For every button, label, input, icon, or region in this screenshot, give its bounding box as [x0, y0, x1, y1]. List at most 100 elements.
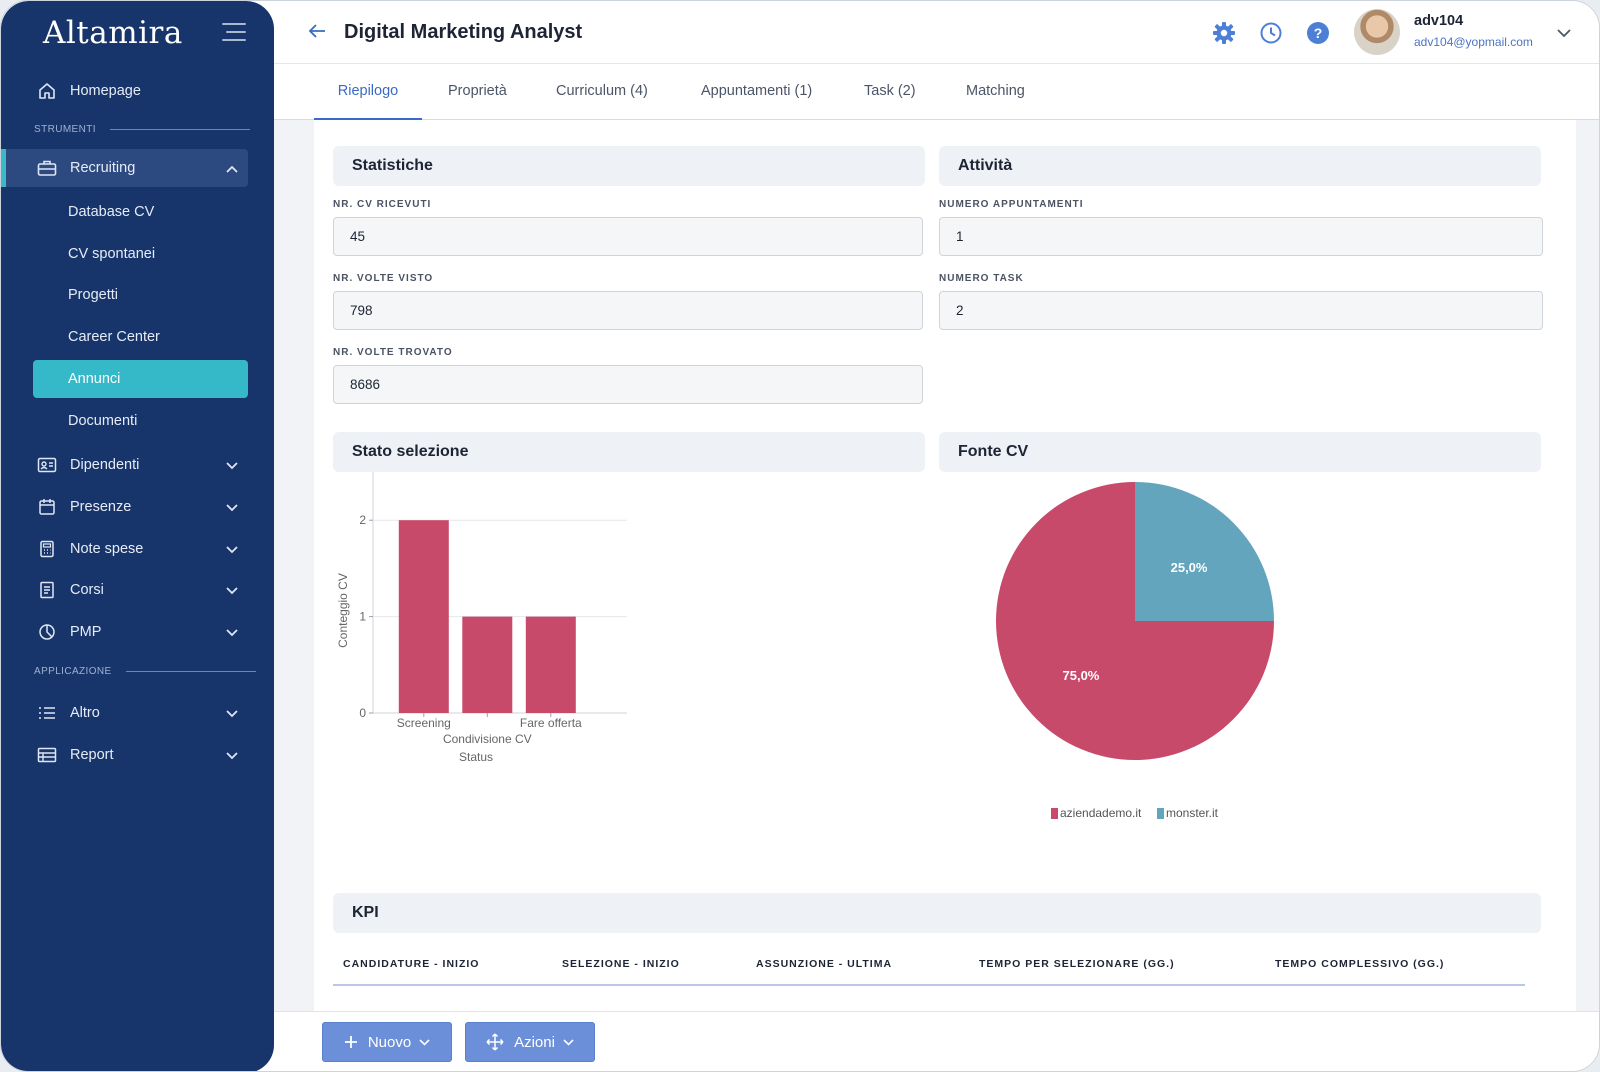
field-label-cv-ricevuti: NR. CV RICEVUTI [333, 199, 432, 210]
table-icon [37, 745, 57, 765]
sidebar-item-homepage[interactable]: Homepage [33, 72, 248, 110]
home-icon [37, 81, 57, 101]
sidebar-item-altro[interactable]: Altro [33, 694, 248, 732]
sidebar-item-label: Note spese [70, 541, 144, 557]
user-name[interactable]: adv104 [1414, 13, 1464, 29]
sidebar-item-annunci[interactable]: Annunci [33, 360, 248, 398]
legend-label: monster.it [1166, 806, 1219, 820]
tab-proprieta[interactable]: Proprietà [448, 83, 507, 99]
numero-appuntamenti-field[interactable]: 1 [939, 217, 1543, 256]
section-title-fonte-cv: Fonte CV [939, 432, 1541, 472]
chevron-down-icon [226, 748, 238, 764]
menu-toggle-icon[interactable] [222, 23, 246, 43]
sidebar-item-note-spese[interactable]: Note spese [33, 530, 248, 568]
id-card-icon [37, 455, 57, 475]
bar [462, 616, 513, 713]
app-logo[interactable]: Altamira [43, 15, 183, 51]
x-tick-label: Fare offerta [520, 716, 582, 730]
field-label-numero-appuntamenti: NUMERO APPUNTAMENTI [939, 199, 1084, 210]
book-icon [37, 580, 57, 600]
section-title-statistiche: Statistiche [333, 146, 925, 186]
pie-chart-icon [37, 622, 57, 642]
move-arrows-icon [486, 1033, 504, 1051]
calculator-icon [37, 539, 57, 559]
pie-data-label: 75,0% [1063, 668, 1100, 683]
clock-history-icon[interactable] [1258, 20, 1284, 46]
chevron-up-icon [226, 161, 238, 177]
bar [398, 520, 449, 713]
actions-button-label: Azioni [514, 1033, 555, 1051]
field-label-numero-task: NUMERO TASK [939, 273, 1024, 284]
legend-label: aziendademo.it [1060, 806, 1142, 820]
sidebar-item-presenze[interactable]: Presenze [33, 488, 248, 526]
chevron-down-icon [226, 542, 238, 558]
settings-gear-icon[interactable] [1211, 20, 1237, 46]
sidebar-item-label: Homepage [70, 83, 141, 99]
sidebar-item-database-cv[interactable]: Database CV [68, 204, 155, 220]
x-tick-label: Condivisione CV [443, 732, 532, 746]
y-tick-label: 0 [359, 706, 366, 720]
main-content: Statistiche Attività NR. CV RICEVUTI 45 … [274, 120, 1599, 1020]
sidebar-item-pmp[interactable]: PMP [33, 613, 248, 651]
chevron-down-icon [563, 1038, 574, 1046]
briefcase-icon [37, 158, 57, 178]
tab-appuntamenti[interactable]: Appuntamenti (1) [701, 83, 813, 99]
tab-matching[interactable]: Matching [966, 83, 1025, 99]
calendar-icon [37, 497, 57, 517]
tab-task[interactable]: Task (2) [864, 83, 916, 99]
sidebar-item-label: Altro [70, 705, 100, 721]
chevron-down-icon [226, 500, 238, 516]
section-title-stato-selezione: Stato selezione [333, 432, 925, 472]
sidebar-item-label: Presenze [70, 499, 132, 515]
sidebar-item-recruiting[interactable]: Recruiting [1, 149, 248, 187]
kpi-column-header: SELEZIONE - INIZIO [562, 958, 680, 970]
sidebar-item-corsi[interactable]: Corsi [33, 571, 248, 609]
cv-ricevuti-field[interactable]: 45 [333, 217, 923, 256]
fonte-cv-pie-chart: 25,0% 75,0% aziendademo.it monster.it [996, 482, 1274, 820]
plus-icon [344, 1035, 358, 1049]
section-label-app: APPLICAZIONE [34, 666, 256, 677]
back-arrow-icon[interactable] [308, 23, 326, 44]
y-axis-title: Conteggio CV [336, 573, 350, 648]
volte-visto-field[interactable]: 798 [333, 291, 923, 330]
new-button[interactable]: Nuovo [322, 1022, 452, 1062]
sidebar-item-report[interactable]: Report [33, 736, 248, 774]
chevron-down-icon [419, 1038, 430, 1046]
x-axis-title: Status [459, 750, 493, 764]
help-icon[interactable]: ? [1305, 20, 1331, 46]
sidebar-item-cv-spontanei[interactable]: CV spontanei [68, 246, 156, 262]
chevron-down-icon[interactable] [1557, 25, 1571, 43]
user-email: adv104@yopmail.com [1414, 35, 1533, 49]
field-label-volte-trovato: NR. VOLTE TROVATO [333, 347, 453, 358]
chevron-down-icon [226, 458, 238, 474]
legend-swatch [1157, 808, 1164, 819]
kpi-column-header: ASSUNZIONE - ULTIMA [756, 958, 893, 970]
sidebar-item-career-center[interactable]: Career Center [68, 329, 160, 345]
x-tick-label: Screening [397, 716, 451, 730]
section-title-attivita: Attività [939, 146, 1541, 186]
user-avatar[interactable] [1354, 9, 1400, 55]
tab-riepilogo[interactable]: Riepilogo [314, 64, 422, 120]
pie-slice [1135, 482, 1274, 621]
sidebar-item-progetti[interactable]: Progetti [68, 287, 118, 303]
top-bar: Digital Marketing Analyst ? adv104 adv10… [274, 1, 1599, 64]
sidebar-item-dipendenti[interactable]: Dipendenti [33, 446, 248, 484]
tab-curriculum[interactable]: Curriculum (4) [556, 83, 648, 99]
pie-data-label: 25,0% [1171, 560, 1208, 575]
sidebar-item-label: Recruiting [70, 160, 136, 176]
bottom-action-bar: Nuovo Azioni [274, 1011, 1599, 1071]
page-title: Digital Marketing Analyst [344, 21, 583, 43]
svg-text:?: ? [1314, 25, 1323, 41]
tab-bar: Riepilogo Proprietà Curriculum (4) Appun… [274, 64, 1599, 120]
sidebar-item-documenti[interactable]: Documenti [68, 413, 138, 429]
list-icon [37, 703, 57, 723]
legend-swatch [1051, 808, 1058, 819]
numero-task-field[interactable]: 2 [939, 291, 1543, 330]
sidebar-item-label: Dipendenti [70, 457, 140, 473]
pie-slice [996, 482, 1274, 760]
volte-trovato-field[interactable]: 8686 [333, 365, 923, 404]
field-label-volte-visto: NR. VOLTE VISTO [333, 273, 434, 284]
actions-button[interactable]: Azioni [465, 1022, 595, 1062]
sidebar: Altamira Homepage STRUMENTI Recruiting D… [1, 1, 274, 1071]
